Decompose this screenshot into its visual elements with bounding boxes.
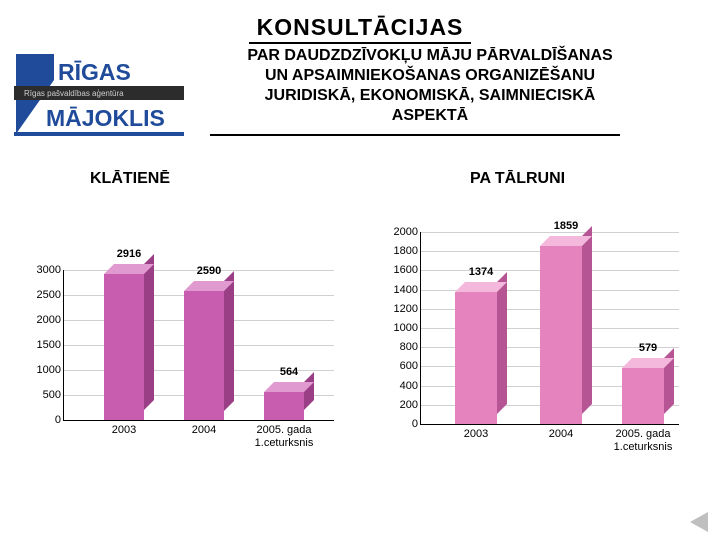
y-tick: 600 [400,360,421,372]
bar-side [582,226,592,414]
value-label: 579 [639,342,657,354]
page-title: KONSULTĀCIJAS [0,14,720,41]
logo-top-text: RĪGAS [58,59,131,85]
bar-side [224,271,234,411]
y-tick: 0 [412,418,421,430]
bar-side [144,254,154,410]
y-tick: 1600 [394,264,421,276]
y-tick: 500 [43,389,64,401]
subtitle: PAR DAUDZDZĪVOKĻU MĀJU PĀRVALDĪŠANAS UN … [190,46,670,126]
y-tick: 1200 [394,303,421,315]
x-label: 2005. gada1.ceturksnis [239,420,329,449]
y-tick: 200 [400,399,421,411]
x-label: 2004 [516,424,606,441]
subtitle-line: UN APSAIMNIEKOŠANAS ORGANIZĒŠANU [190,66,670,86]
x-label: 2003 [79,420,169,437]
logo-strip-text: Rīgas pašvaldības aģentūra [24,89,124,98]
bar [622,368,664,424]
left-plot: 0500100015002000250030002916200325902004… [63,270,334,421]
x-label: 2003 [431,424,521,441]
logo-svg: RĪGAS Rīgas pašvaldības aģentūra MĀJOKLI… [14,48,184,140]
y-tick: 0 [55,414,64,426]
value-label: 1374 [469,266,493,278]
y-tick: 3000 [37,264,64,276]
bar-side [304,372,314,410]
logo: RĪGAS Rīgas pašvaldības aģentūra MĀJOKLI… [14,48,184,140]
subtitle-line: JURIDISKĀ, EKONOMISKĀ, SAIMNIECISKĀ [190,86,670,106]
y-tick: 1400 [394,284,421,296]
value-label: 2590 [197,265,221,277]
left-chart-label: KLĀTIENĒ [90,170,170,188]
bar [184,291,224,421]
y-tick: 800 [400,341,421,353]
bar [540,246,582,424]
bar [104,274,144,420]
y-tick: 1800 [394,245,421,257]
x-label: 2004 [159,420,249,437]
logo-bottom-text: MĀJOKLIS [46,105,165,131]
bar [455,292,497,424]
right-plot: 0200400600800100012001400160018002000137… [420,232,679,425]
x-label: 2005. gada1.ceturksnis [598,424,688,453]
y-tick: 2000 [37,314,64,326]
y-tick: 1000 [394,322,421,334]
back-arrow-icon[interactable] [690,512,708,532]
left-chart: 0500100015002000250030002916200325902004… [25,270,355,480]
y-tick: 2000 [394,226,421,238]
value-label: 1859 [554,220,578,232]
bar-side [497,272,507,414]
title-text: KONSULTĀCIJAS [249,14,472,44]
value-label: 564 [280,366,298,378]
gridline [421,232,679,233]
right-chart: 0200400600800100012001400160018002000137… [385,232,700,477]
y-tick: 1500 [37,339,64,351]
y-tick: 1000 [37,364,64,376]
subtitle-line: PAR DAUDZDZĪVOKĻU MĀJU PĀRVALDĪŠANAS [190,46,670,66]
value-label: 2916 [117,248,141,260]
y-tick: 400 [400,380,421,392]
subtitle-line: ASPEKTĀ [190,106,670,126]
right-chart-label: PA TĀLRUNI [470,170,565,188]
subtitle-underline [210,134,620,136]
y-tick: 2500 [37,289,64,301]
bar [264,392,304,420]
